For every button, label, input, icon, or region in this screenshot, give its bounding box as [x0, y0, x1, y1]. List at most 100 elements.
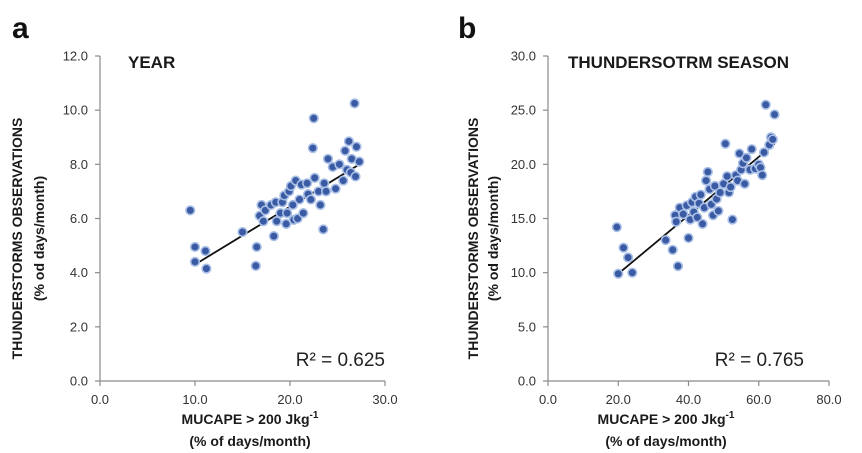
data-point — [268, 231, 279, 242]
data-point — [318, 224, 329, 235]
data-point — [307, 142, 318, 154]
data-point — [351, 141, 362, 152]
data-point — [627, 267, 638, 278]
data-point — [734, 148, 745, 159]
data-point — [338, 175, 349, 186]
x-tick-label: 20.0 — [606, 392, 631, 407]
data-point — [739, 178, 750, 189]
y-tick-label: 30.0 — [511, 49, 536, 64]
data-point — [725, 181, 736, 193]
data-point — [700, 175, 712, 186]
data-point — [727, 214, 738, 225]
data-point — [321, 186, 332, 197]
data-point — [713, 205, 724, 217]
y-tick-label: 0.0 — [70, 374, 88, 389]
x-axis-label: MUCAPE > 200 Jkg-1 — [598, 410, 735, 427]
data-point — [340, 145, 351, 156]
data-point — [672, 261, 684, 272]
y-tick-label: 5.0 — [518, 319, 536, 334]
data-point — [613, 268, 624, 279]
y-tick-label: 25.0 — [511, 103, 536, 118]
y-tick-label: 15.0 — [511, 211, 536, 226]
data-point — [305, 194, 317, 205]
data-point — [237, 226, 248, 238]
data-point — [330, 183, 341, 194]
y-axis-label: THUNDERSTORMS OBSERVATIONS — [465, 118, 481, 360]
y-axis-label-units: (% od days/month) — [485, 176, 501, 301]
data-point — [298, 207, 309, 219]
data-point — [667, 244, 678, 256]
panel-letter: b — [458, 12, 476, 45]
chart-title: YEAR — [128, 53, 175, 72]
panel-b-chart: b THUNDERSOTRM SEASON 0.0 5.0 10.0 15.0 20.0 25… — [458, 12, 842, 449]
data-point — [282, 207, 293, 219]
y-tick-label: 8.0 — [70, 157, 88, 172]
data-point — [758, 147, 770, 158]
data-point — [611, 222, 622, 233]
data-point — [322, 153, 334, 165]
x-axis-label-units: (% of days/month) — [189, 433, 310, 449]
data-point — [741, 152, 752, 163]
panel-letter: a — [12, 12, 29, 45]
data-point — [760, 99, 771, 110]
y-tick-label: 20.0 — [511, 157, 536, 172]
data-point — [294, 194, 305, 205]
y-tick-label: 2.0 — [70, 319, 88, 334]
x-tick-label: 30.0 — [372, 392, 397, 407]
data-point — [281, 218, 292, 230]
x-axis-label-text: MUCAPE > 200 Jkg — [182, 411, 310, 427]
data-point — [618, 242, 629, 253]
data-point — [671, 216, 682, 227]
data-point — [678, 209, 689, 220]
r-squared-label: R² = 0.765 — [715, 350, 804, 371]
data-point — [660, 235, 671, 246]
data-point — [757, 170, 768, 181]
data-point — [308, 113, 319, 124]
x-tick-label: 80.0 — [816, 392, 841, 407]
x-tick-label: 20.0 — [277, 392, 302, 407]
data-point — [683, 232, 694, 244]
y-tick-label: 0.0 — [518, 374, 536, 389]
r-squared-label: R² = 0.625 — [296, 350, 385, 371]
y-tick-label: 6.0 — [70, 211, 88, 226]
y-axis-label-units: (% od days/month) — [31, 176, 47, 301]
data-point — [350, 171, 361, 182]
data-point — [302, 178, 313, 189]
y-tick-label: 12.0 — [63, 49, 88, 64]
x-tick-label: 60.0 — [746, 392, 771, 407]
data-point — [334, 159, 345, 170]
data-point — [769, 109, 780, 120]
data-point — [767, 134, 778, 145]
data-point — [189, 241, 201, 253]
y-tick-label: 10.0 — [511, 265, 536, 280]
data-point — [702, 166, 713, 178]
data-point — [349, 98, 360, 109]
data-point — [746, 144, 757, 155]
data-point — [250, 260, 261, 271]
x-axis-label-superscript: -1 — [726, 410, 735, 421]
x-axis-label-units: (% of days/month) — [605, 433, 726, 449]
data-point — [258, 216, 269, 227]
data-point — [622, 252, 634, 263]
y-axis-label: THUNDERSTORMS OBSERVATIONS — [9, 118, 25, 360]
data-point — [343, 136, 355, 147]
data-point — [271, 216, 282, 227]
data-point — [319, 178, 330, 189]
y-tick-label: 4.0 — [70, 265, 88, 280]
data-point — [189, 256, 201, 267]
data-point — [251, 241, 262, 253]
data-point — [200, 245, 211, 257]
data-point — [722, 171, 733, 182]
x-axis-label-superscript: -1 — [310, 410, 319, 421]
data-point — [720, 138, 731, 149]
data-point — [697, 218, 708, 230]
data-point — [185, 205, 196, 216]
panel-a-chart: a YEAR 0.0 2.0 4.0 6.0 8.0 10.0 12.0 0.0 10.0 20.0 3… — [9, 12, 398, 449]
data-point — [715, 187, 726, 198]
data-point — [201, 263, 212, 274]
x-tick-label: 40.0 — [676, 392, 701, 407]
x-tick-label: 0.0 — [91, 392, 109, 407]
x-axis-label-text: MUCAPE > 200 Jkg — [598, 411, 726, 427]
x-axis-label: MUCAPE > 200 Jkg-1 — [182, 410, 319, 427]
